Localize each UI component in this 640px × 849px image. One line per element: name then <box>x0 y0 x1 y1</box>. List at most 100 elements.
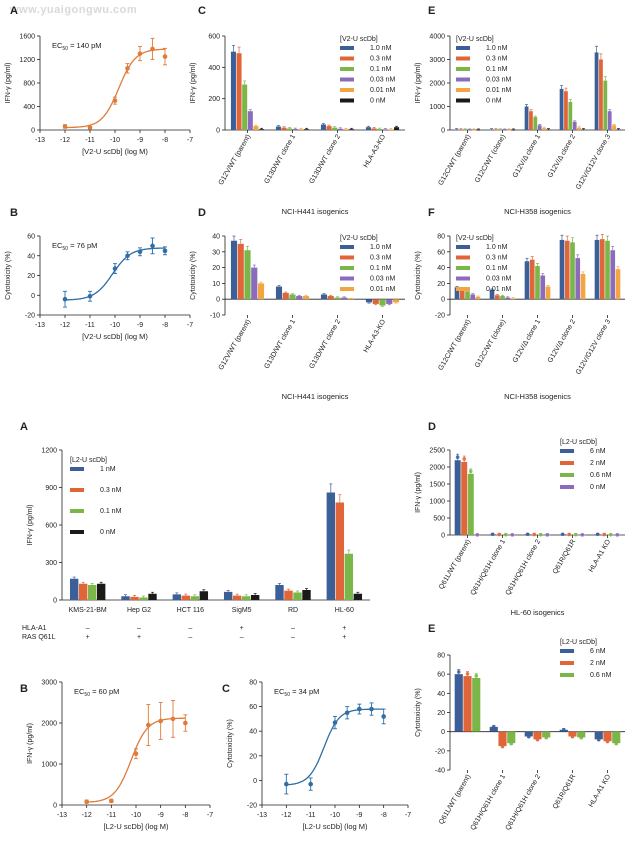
top-E-bar <box>577 127 581 130</box>
bot-A-legend-swatch <box>70 530 84 534</box>
bot-A-table-cell: – <box>291 625 295 632</box>
top-C-bar <box>247 111 253 130</box>
top-E-legend-label: 0.01 nM <box>486 87 511 94</box>
top-B-data-point <box>62 296 68 302</box>
top-C-legend-swatch <box>340 98 354 103</box>
bot-E-bar <box>507 731 516 744</box>
top-C-bar <box>298 129 304 130</box>
top-E-y-tick-label: 2000 <box>429 81 445 88</box>
top-D-legend-swatch <box>340 245 354 249</box>
top-B-panel-letter: B <box>10 207 18 219</box>
top-A-x-tick-label: -8 <box>162 137 168 144</box>
bot-D-replicate-point <box>602 532 607 537</box>
watermark: www.yuaigongwu.com <box>10 4 138 16</box>
bot-D-y-tick-label: 500 <box>433 516 445 523</box>
top-E-bar <box>507 129 511 131</box>
bot-A-table-cell: – <box>188 634 192 641</box>
bot-C-y-tick-label: 40 <box>249 729 257 736</box>
bot-D-replicate-point <box>532 532 537 537</box>
bot-A-bar <box>326 492 336 600</box>
top-C-legend-swatch <box>340 67 354 71</box>
top-F-bar <box>599 239 605 300</box>
top-A-x-tick-label: -7 <box>187 137 193 144</box>
top-D-legend-label: 0.01 nM <box>370 286 395 293</box>
bot-E-legend-label: 6 nM <box>590 648 606 655</box>
bot-E-bar <box>603 731 612 742</box>
bot-E-y-tick-label: 40 <box>437 691 445 698</box>
top-F-bar <box>594 239 600 300</box>
top-F-y-tick-label: 60 <box>437 249 445 256</box>
bot-A-bar <box>78 583 88 600</box>
top-E-bar <box>459 129 463 131</box>
top-C-y-tick-label: 0 <box>216 128 220 135</box>
bot-A-bar <box>130 596 139 600</box>
bot-E-replicate-point <box>561 727 566 732</box>
top-C-legend-swatch <box>340 56 354 61</box>
top-D-bar <box>289 294 296 300</box>
top-C-legend-swatch <box>340 77 354 82</box>
bot-E-bar <box>577 731 586 738</box>
bot-D-legend-label: 6 nM <box>590 448 606 455</box>
top-E-bar <box>546 129 551 131</box>
bot-E-bar <box>542 731 551 738</box>
bot-D-legend-swatch <box>560 449 574 453</box>
bot-B-x-tick-label: -12 <box>82 812 92 819</box>
bot-D-replicate-point <box>538 532 543 537</box>
bot-C-data-point <box>357 706 362 712</box>
bot-A-y-tick-label: 0 <box>53 598 57 605</box>
bot-A-bar <box>121 596 130 600</box>
top-A-data-point <box>87 125 93 130</box>
bot-E-bar <box>498 731 507 747</box>
bot-C-y-tick-label: -20 <box>247 803 257 810</box>
top-D-bar <box>379 299 386 306</box>
bot-D-legend-label: 0 nM <box>590 484 606 491</box>
bot-E-legend-swatch <box>560 673 574 677</box>
bot-E-bar <box>463 676 472 732</box>
bot-B-x-tick-label: -7 <box>207 812 213 819</box>
bot-E-replicate-point <box>535 737 540 742</box>
top-E-panel-letter: E <box>428 5 435 17</box>
top-D-y-axis-label: Cytotoxicity (%) <box>190 251 197 300</box>
bot-E-category-label: Q61H/Q61H clone 1 <box>470 773 508 831</box>
top-F-y-tick-label: 0 <box>441 297 445 304</box>
bot-A-table-cell: – <box>188 625 192 632</box>
bot-E-replicate-point <box>570 734 575 739</box>
bot-A-table-row-label: HLA-A1 <box>22 625 47 632</box>
top-E-bar <box>568 101 573 130</box>
bot-B-panel-letter: B <box>20 683 28 695</box>
top-A-x-tick-label: -12 <box>60 137 70 144</box>
top-E-y-tick-label: 1000 <box>429 104 445 111</box>
top-D-legend-swatch <box>340 255 354 260</box>
top-E-category-label: G12V/Δ clone 1 <box>512 133 542 179</box>
bot-B-y-tick-label: 0 <box>53 803 57 810</box>
bot-A-legend-title: [L2-U scDb] <box>70 457 107 464</box>
top-A-ec50-annotation: EC50 = 140 pM <box>52 41 102 52</box>
top-A-data-point <box>150 46 155 52</box>
top-A-y-tick-label: 400 <box>23 104 35 111</box>
top-C-panel-letter: C <box>198 5 206 17</box>
top-D-legend-title: [V2-U scDb] <box>340 235 378 242</box>
top-C-legend-label: 0.01 nM <box>370 87 395 94</box>
top-E-legend-swatch <box>456 77 470 82</box>
top-F-bar <box>459 289 465 300</box>
bot-D-legend-label: 2 nM <box>590 460 606 467</box>
bot-B-data-point <box>158 718 163 724</box>
bot-D-legend-title: [L2-U scDb] <box>560 439 597 446</box>
bot-A-bar <box>190 596 200 600</box>
top-C-legend-label: 0.03 nM <box>370 77 395 84</box>
bot-E-bar <box>594 731 603 740</box>
bot-A-category-label: SigM5 <box>232 607 252 614</box>
top-F-bar <box>535 266 540 300</box>
top-E-bar <box>542 128 546 130</box>
bot-A-y-tick-label: 900 <box>45 485 57 492</box>
bot-C-data-point <box>308 781 313 787</box>
bot-E-replicate-point <box>509 741 514 746</box>
bot-E-y-axis-label: Cytotoxicity (%) <box>415 688 422 737</box>
bot-A-table-cell: – <box>291 634 295 641</box>
bot-A-bar <box>302 590 311 600</box>
bot-C-y-axis-label: Cytotoxicity (%) <box>227 719 234 768</box>
bot-E-replicate-point <box>605 739 610 744</box>
top-E-bar <box>511 129 516 131</box>
bot-B-x-tick-label: -11 <box>107 812 117 819</box>
top-E-legend-swatch <box>456 67 470 71</box>
